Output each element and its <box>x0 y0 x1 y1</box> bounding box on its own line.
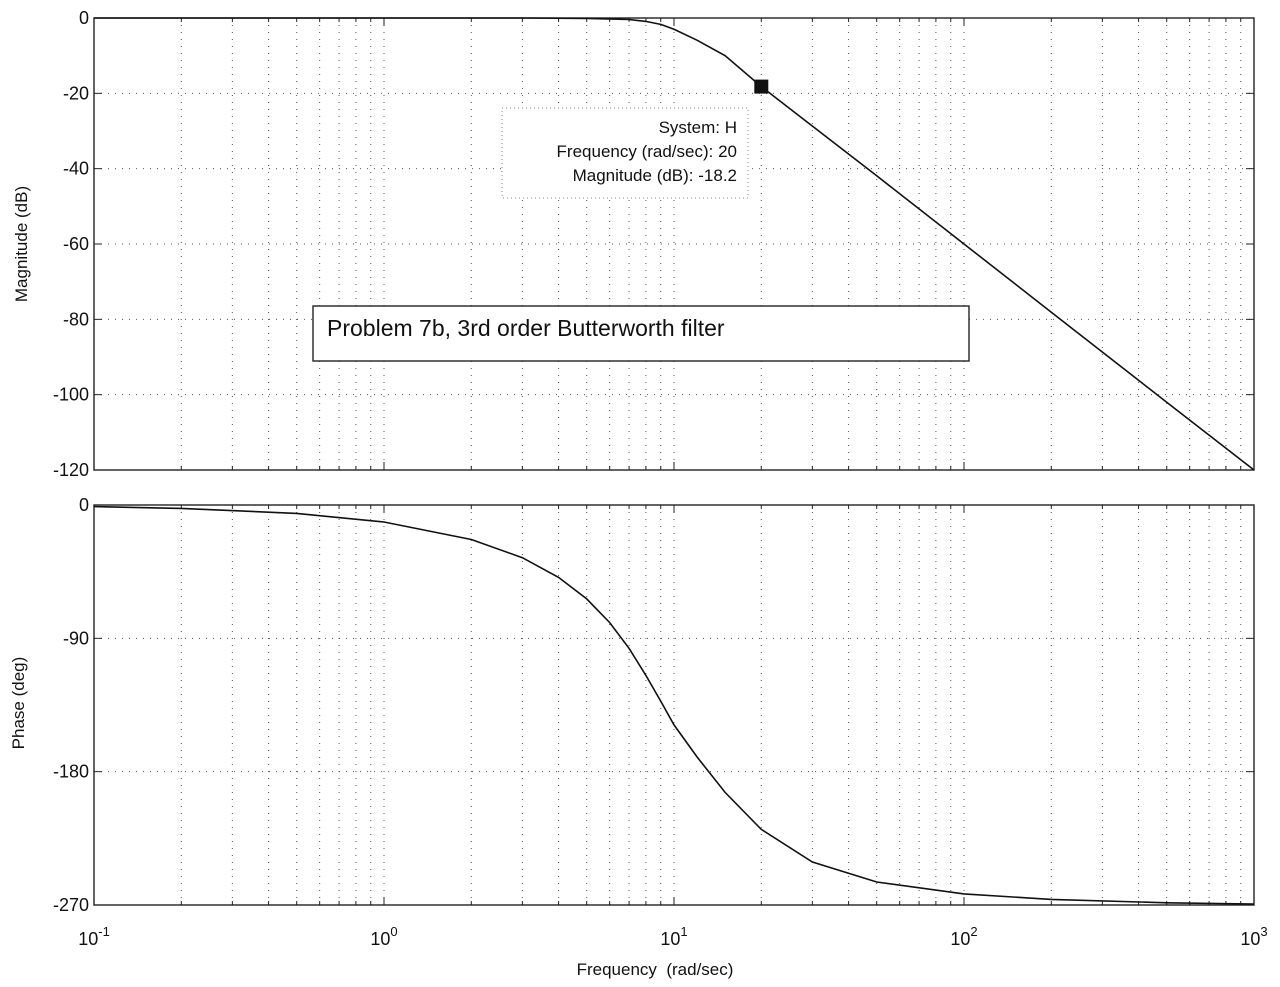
x-tick-label: 10-1 <box>78 924 110 949</box>
datatip-line-magnitude: Magnitude (dB): -18.2 <box>573 166 737 185</box>
plot-frame <box>93 17 1255 471</box>
x-tick-label: 100 <box>370 924 397 949</box>
frequency-x-axis-label: Frequency (rad/sec) <box>577 960 734 979</box>
datatip-box: System: H Frequency (rad/sec): 20 Magnit… <box>501 107 749 199</box>
annotation-box: Problem 7b, 3rd order Butterworth filter <box>312 305 970 362</box>
annotation-text: Problem 7b, 3rd order Butterworth filter <box>327 315 725 341</box>
y-tick-label: -270 <box>53 895 89 915</box>
y-tick-label: -40 <box>63 159 89 179</box>
y-tick-label: -90 <box>63 628 89 648</box>
y-tick-label: -180 <box>53 762 89 782</box>
y-tick-label: -120 <box>53 460 89 480</box>
plot-frame <box>93 504 1255 906</box>
y-tick-label: -60 <box>63 234 89 254</box>
series-line <box>93 505 1255 905</box>
y-tick-label: -20 <box>63 83 89 103</box>
datatip-line-frequency: Frequency (rad/sec): 20 <box>557 142 737 161</box>
datatip-line-system: System: H <box>659 118 737 137</box>
x-tick-label: 101 <box>660 924 687 949</box>
y-tick-label: -80 <box>63 309 89 329</box>
y-tick-label: 0 <box>79 8 89 28</box>
datatip-marker <box>754 79 769 94</box>
phase-panel: 0 -90 -180 -270 10-1 100 101 102 103 <box>53 495 1268 949</box>
x-tick-label: 102 <box>950 924 977 949</box>
magnitude-panel: 0 -20 -40 -60 -80 -100 -120 <box>53 8 1255 480</box>
phase-y-axis-label: Phase (deg) <box>9 657 28 750</box>
magnitude-y-axis-label: Magnitude (dB) <box>12 186 31 302</box>
series-line <box>94 17 1255 471</box>
x-tick-label: 103 <box>1240 924 1267 949</box>
y-tick-label: -100 <box>53 385 89 405</box>
y-tick-label: 0 <box>79 495 89 515</box>
